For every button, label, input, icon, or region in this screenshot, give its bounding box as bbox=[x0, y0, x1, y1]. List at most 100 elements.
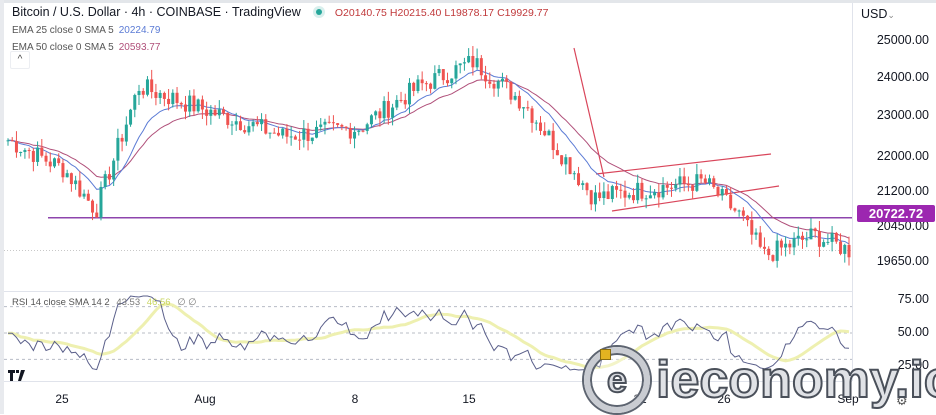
candle bbox=[813, 227, 817, 238]
candle bbox=[615, 180, 619, 198]
candle bbox=[154, 83, 158, 106]
candle bbox=[758, 225, 762, 249]
chart-legend: Bitcoin / U.S. Dollar · 4h · COINBASE · … bbox=[12, 4, 548, 56]
ema25-legend[interactable]: EMA 25 close 0 SMA 5 20224.79 bbox=[12, 22, 548, 39]
rsi-sma-value: 46.56 bbox=[146, 297, 171, 308]
candle bbox=[834, 231, 838, 244]
rsi-extra: ∅ ∅ bbox=[177, 297, 197, 308]
candle bbox=[369, 114, 373, 128]
candle bbox=[179, 101, 183, 109]
candle bbox=[348, 122, 352, 145]
ema50-legend[interactable]: EMA 50 close 0 SMA 5 20593.77 bbox=[12, 39, 548, 56]
candle bbox=[315, 120, 319, 139]
candle bbox=[805, 231, 809, 248]
candle bbox=[52, 157, 56, 169]
left-border bbox=[0, 0, 4, 414]
candle bbox=[247, 121, 251, 136]
pane-separator[interactable] bbox=[4, 291, 852, 292]
candle bbox=[762, 237, 766, 255]
candle bbox=[416, 75, 420, 94]
rsi-tick-label: 75.00 bbox=[897, 292, 929, 306]
candle bbox=[217, 100, 221, 119]
ema25-value: 20224.79 bbox=[118, 25, 161, 36]
candle bbox=[496, 79, 500, 97]
candle bbox=[589, 189, 593, 211]
price-tick-label: 24000.00 bbox=[876, 70, 929, 84]
ieconomy-logo-icon: e bbox=[584, 347, 650, 413]
currency-selector[interactable]: USD⌄ bbox=[861, 7, 895, 21]
market-status-icon[interactable] bbox=[315, 9, 322, 15]
candle bbox=[289, 126, 293, 146]
symbol-title[interactable]: Bitcoin / U.S. Dollar · 4h · COINBASE · … bbox=[12, 5, 301, 19]
candle bbox=[682, 167, 686, 192]
candle bbox=[441, 69, 445, 85]
candle bbox=[36, 141, 40, 167]
candle bbox=[99, 181, 103, 221]
candle bbox=[276, 126, 280, 137]
candle bbox=[65, 169, 69, 178]
candle bbox=[699, 169, 703, 184]
candle bbox=[547, 129, 551, 136]
candle bbox=[640, 178, 644, 202]
candle bbox=[222, 106, 226, 116]
rsi-pane[interactable]: RSI 14 close SMA 14 2 43.53 46.56 ∅ ∅ bbox=[4, 293, 852, 381]
candle bbox=[631, 188, 635, 204]
candle bbox=[454, 60, 458, 85]
candle bbox=[450, 78, 454, 89]
candle bbox=[353, 126, 357, 149]
candle bbox=[526, 100, 530, 111]
candle bbox=[420, 71, 424, 91]
collapse-legend-button[interactable]: ^ bbox=[10, 51, 30, 69]
candle bbox=[771, 254, 775, 263]
candle bbox=[86, 189, 90, 202]
price-pane[interactable] bbox=[4, 3, 852, 291]
candle bbox=[124, 116, 128, 146]
price-plot[interactable] bbox=[4, 3, 852, 291]
candle bbox=[19, 151, 23, 157]
ohlc-open: O20140.75 bbox=[334, 7, 387, 19]
candle bbox=[839, 233, 843, 256]
settings-icon[interactable]: ⚙ bbox=[896, 393, 908, 408]
candle bbox=[200, 95, 204, 120]
candle bbox=[661, 177, 665, 200]
candle bbox=[251, 119, 255, 132]
candle bbox=[826, 233, 830, 245]
candle bbox=[691, 184, 695, 199]
rsi-legend[interactable]: RSI 14 close SMA 14 2 43.53 46.56 ∅ ∅ bbox=[12, 297, 196, 308]
price-axis[interactable]: USD⌄ 25000.00 24000.00 23000.00 22000.00 212… bbox=[852, 3, 936, 381]
candle bbox=[585, 182, 589, 196]
candle bbox=[695, 163, 699, 193]
candle bbox=[91, 199, 95, 221]
candle bbox=[433, 65, 437, 90]
candle bbox=[340, 123, 344, 131]
ieconomy-watermark: e ieconomy.io bbox=[584, 347, 936, 413]
candle bbox=[602, 182, 606, 205]
candle bbox=[141, 88, 145, 99]
candle bbox=[750, 211, 754, 245]
candle bbox=[260, 113, 264, 131]
candle bbox=[822, 239, 826, 248]
candle bbox=[230, 120, 234, 136]
rsi-tick-label: 25.00 bbox=[897, 358, 929, 372]
candle bbox=[517, 90, 521, 111]
candle bbox=[344, 126, 348, 131]
candle bbox=[746, 214, 750, 227]
candle bbox=[272, 127, 276, 134]
candle bbox=[57, 153, 61, 166]
candle bbox=[619, 183, 623, 199]
candle bbox=[577, 166, 581, 187]
candle bbox=[429, 82, 433, 94]
candle bbox=[171, 89, 175, 108]
rsi-plot[interactable] bbox=[4, 293, 852, 381]
price-tick-label: 23000.00 bbox=[876, 108, 929, 122]
candle bbox=[568, 157, 572, 175]
candle bbox=[226, 112, 230, 129]
candle bbox=[843, 243, 847, 263]
candle bbox=[458, 63, 462, 74]
candle bbox=[522, 107, 526, 119]
candle bbox=[801, 231, 805, 249]
candle bbox=[737, 209, 741, 217]
tradingview-logo-icon[interactable] bbox=[8, 370, 28, 385]
candle bbox=[6, 138, 10, 146]
